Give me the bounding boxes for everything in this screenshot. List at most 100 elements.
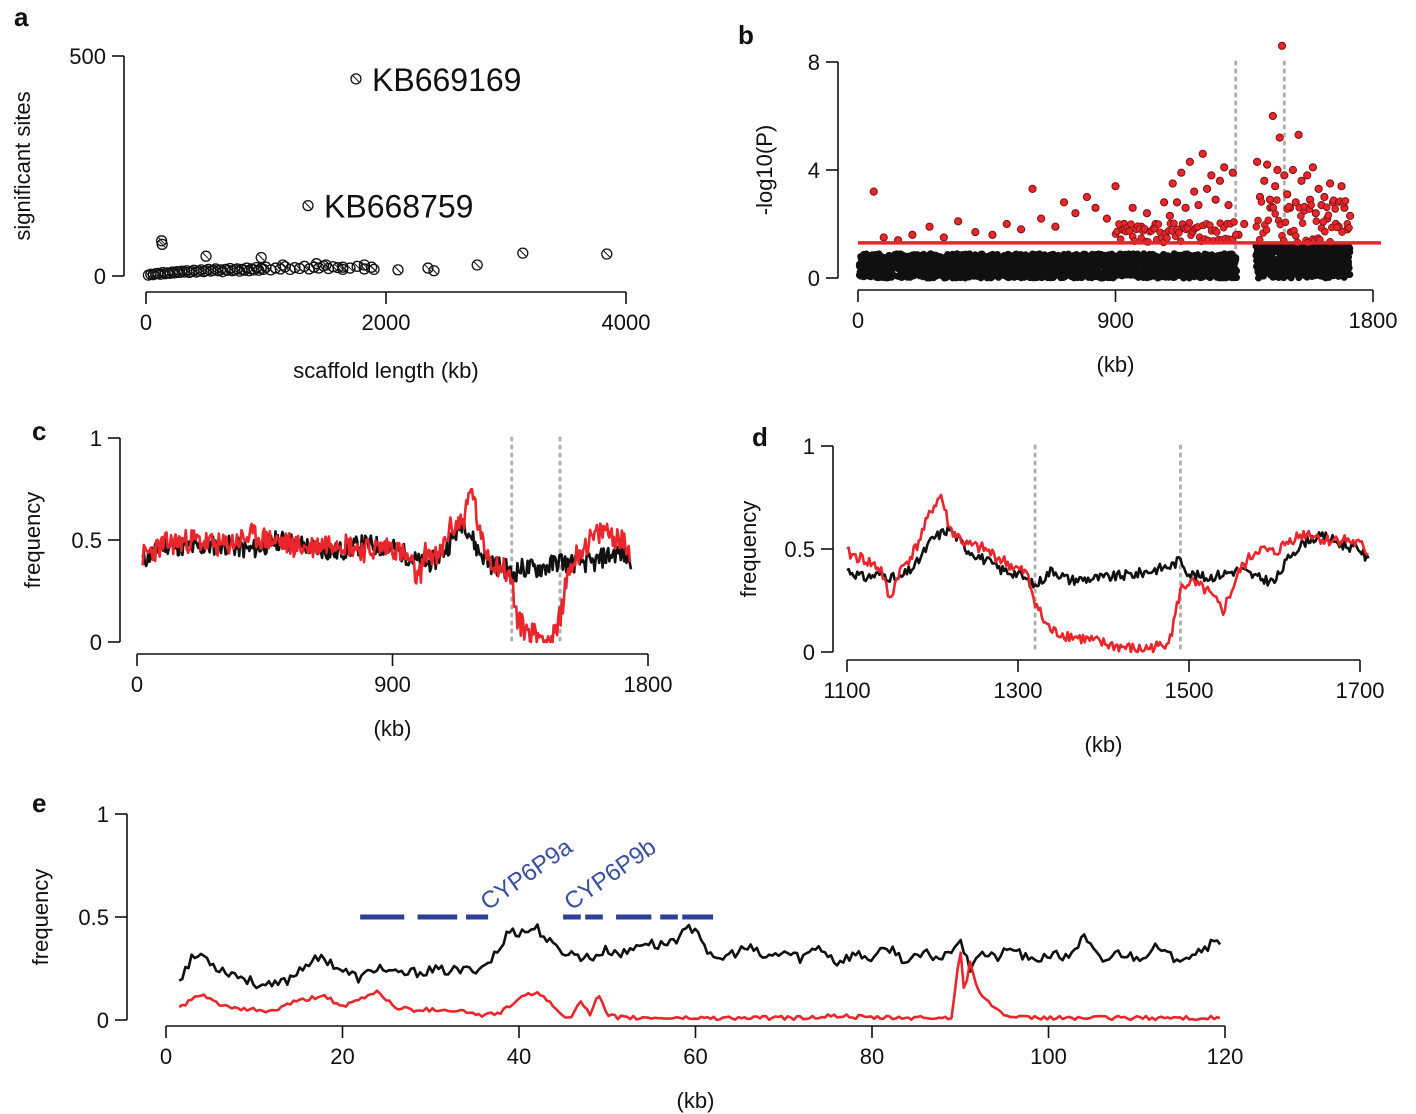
b-sig-point bbox=[1185, 219, 1194, 227]
b-sig-point bbox=[1207, 171, 1216, 180]
panel-letter-a: a bbox=[14, 2, 29, 32]
e-y-tick-label: 1 bbox=[97, 802, 109, 827]
b-sig-point bbox=[1111, 182, 1120, 191]
panel-e: 0 20 40 60 80 100 120 0 0.5 1 (kb) frequency CYP6P9a… bbox=[28, 802, 1243, 1113]
b-sig-point bbox=[1319, 218, 1327, 226]
panel-c: 0 900 1800 0 0.5 1 (kb) frequency bbox=[20, 426, 672, 741]
b-sig-point bbox=[1321, 227, 1329, 236]
b-sig-point bbox=[1016, 225, 1026, 234]
b-sig-point bbox=[1314, 184, 1323, 193]
e-x-tick-label: 100 bbox=[1030, 1044, 1067, 1069]
e-series-resistant bbox=[178, 951, 1221, 1022]
b-sig-point bbox=[1292, 232, 1300, 240]
a-point-cross bbox=[430, 267, 438, 275]
e-y-tick-label: 0 bbox=[97, 1008, 109, 1033]
a-point bbox=[517, 247, 529, 259]
b-nonsig-points bbox=[855, 242, 1354, 282]
b-sig-point bbox=[1257, 198, 1266, 206]
a-point bbox=[392, 264, 404, 276]
a-point bbox=[471, 259, 483, 271]
a-point bbox=[277, 259, 289, 271]
a-point bbox=[255, 251, 267, 264]
b-sig-point bbox=[1285, 202, 1293, 211]
a-point bbox=[320, 259, 332, 271]
e-x-tick-label: 120 bbox=[1207, 1044, 1244, 1069]
b-sig-point bbox=[908, 230, 917, 239]
a-point-cross bbox=[304, 202, 312, 209]
b-sig-point bbox=[1160, 198, 1169, 207]
b-sig-point bbox=[1264, 216, 1273, 225]
e-x-tick-label: 60 bbox=[683, 1044, 707, 1069]
b-sig-point bbox=[1320, 192, 1329, 202]
b-sig-point bbox=[1291, 198, 1300, 207]
b-sig-point bbox=[1170, 219, 1178, 228]
b-sig-point bbox=[1224, 201, 1233, 210]
a-point-cross bbox=[352, 75, 360, 83]
b-sig-point bbox=[1231, 231, 1240, 239]
d-y-axis-label: frequency bbox=[736, 501, 761, 598]
a-y-tick-label: 500 bbox=[69, 44, 106, 69]
b-sig-point bbox=[1338, 228, 1346, 236]
panel-d: 1100 1300 1500 1700 0 0.5 1 (kb) frequency bbox=[736, 434, 1384, 757]
b-sig-point bbox=[939, 233, 948, 242]
a-point-cross bbox=[394, 266, 402, 274]
e-y-axis-label: frequency bbox=[28, 869, 53, 966]
b-sig-point bbox=[1202, 184, 1212, 193]
b-sig-point bbox=[1297, 176, 1306, 185]
b-sig-point bbox=[1260, 176, 1269, 185]
b-x-tick-label: 0 bbox=[852, 308, 864, 333]
c-series-resistant bbox=[141, 487, 632, 644]
b-sig-point bbox=[1037, 214, 1046, 223]
a-point-cross bbox=[370, 266, 378, 273]
d-y-tick-label: 1 bbox=[803, 434, 815, 459]
b-y-tick-label: 8 bbox=[808, 50, 820, 75]
a-point bbox=[200, 250, 212, 262]
a-point-cross bbox=[361, 261, 368, 269]
b-sig-point bbox=[1273, 165, 1282, 175]
a-y-tick-label: 0 bbox=[94, 264, 106, 289]
b-x-tick-label: 900 bbox=[1097, 308, 1134, 333]
b-sig-point bbox=[1268, 111, 1277, 121]
b-sig-point bbox=[1324, 211, 1333, 220]
a-point bbox=[358, 259, 371, 271]
b-sig-point bbox=[1102, 214, 1112, 223]
b-point bbox=[1346, 245, 1354, 253]
b-point bbox=[1232, 255, 1240, 263]
b-sig-point bbox=[1213, 228, 1221, 236]
d-series-susceptible bbox=[846, 524, 1370, 589]
b-sig-point bbox=[1331, 205, 1339, 213]
a-point bbox=[428, 265, 440, 277]
a-x-tick-label: 2000 bbox=[362, 310, 411, 335]
b-sig-point bbox=[1263, 160, 1272, 169]
b-sig-point bbox=[1283, 190, 1292, 199]
d-x-tick-label: 1500 bbox=[1165, 678, 1214, 703]
e-series-susceptible bbox=[178, 923, 1222, 990]
c-x-axis-label: (kb) bbox=[374, 716, 412, 741]
b-sig-point bbox=[1128, 203, 1137, 212]
e-x-tick-label: 40 bbox=[507, 1044, 531, 1069]
b-sig-point bbox=[1002, 219, 1011, 229]
b-sig-point bbox=[1325, 179, 1335, 188]
b-sig-point bbox=[1071, 209, 1080, 218]
a-point-cross bbox=[473, 261, 481, 269]
c-x-tick-label: 0 bbox=[131, 672, 143, 697]
a-point-cross bbox=[279, 261, 287, 269]
b-y-tick-label: 0 bbox=[808, 266, 820, 291]
b-x-axis-label: (kb) bbox=[1097, 352, 1135, 377]
d-x-tick-label: 1300 bbox=[994, 678, 1043, 703]
e-gene-label: CYP6P9b bbox=[559, 833, 661, 916]
b-sig-point bbox=[1252, 222, 1261, 231]
b-sig-point bbox=[869, 187, 878, 196]
b-sig-point bbox=[1307, 201, 1315, 209]
b-sig-point bbox=[1312, 217, 1321, 226]
c-y-tick-label: 1 bbox=[90, 426, 102, 451]
b-sig-point bbox=[1265, 195, 1275, 204]
d-x-axis-label: (kb) bbox=[1085, 732, 1123, 757]
c-x-tick-label: 1800 bbox=[624, 672, 673, 697]
b-sig-point bbox=[1142, 209, 1152, 218]
c-y-axis-label: frequency bbox=[20, 492, 45, 589]
d-series-resistant bbox=[846, 493, 1369, 654]
b-sig-point bbox=[971, 228, 980, 237]
b-sig-point bbox=[1345, 224, 1353, 232]
b-sig-point bbox=[1341, 197, 1350, 205]
